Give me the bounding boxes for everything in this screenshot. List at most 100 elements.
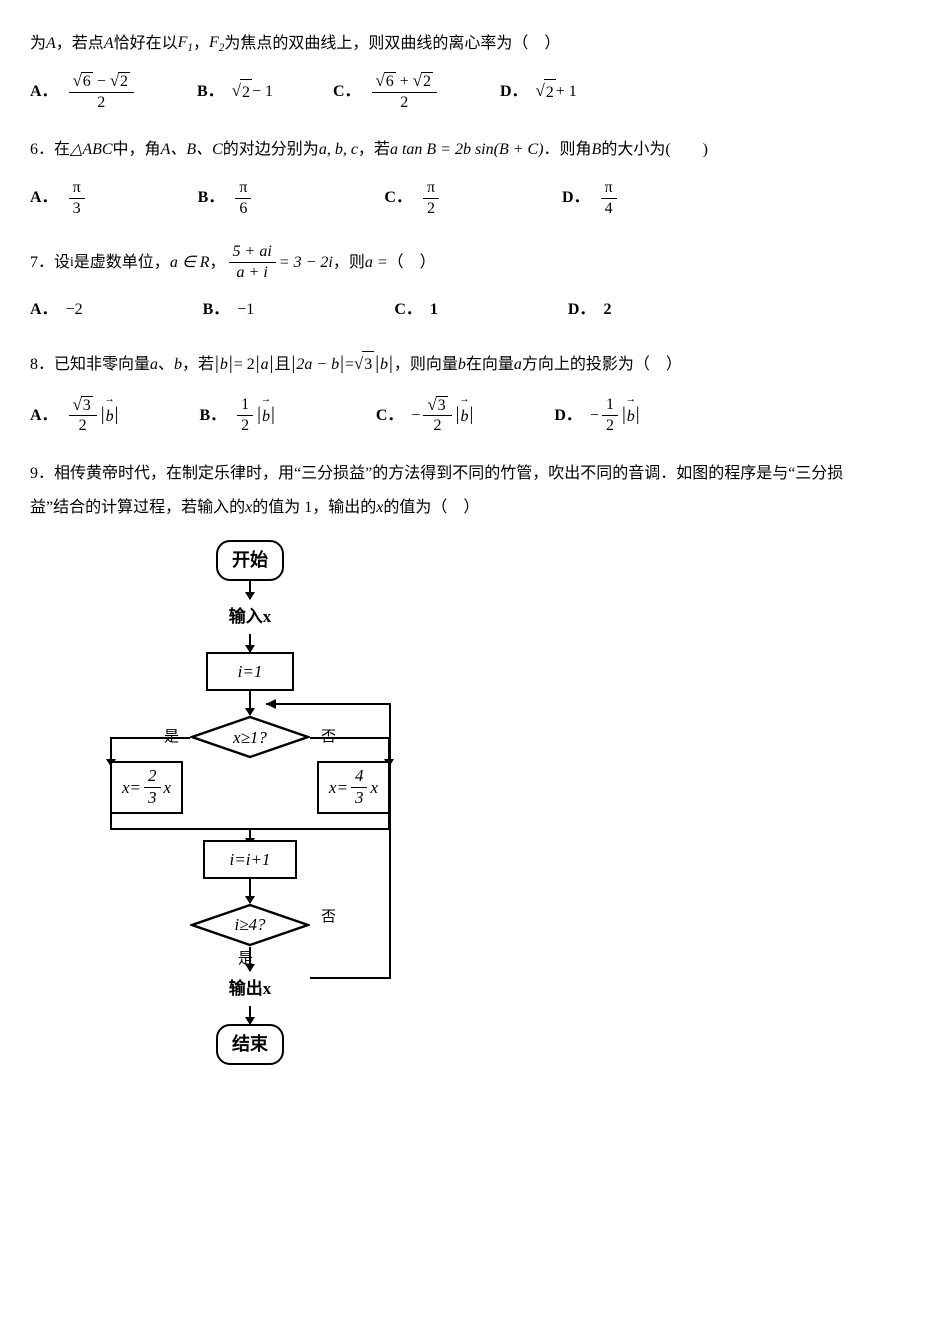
arrow-icon: [249, 581, 251, 599]
label: B．: [199, 403, 226, 429]
var-b: b: [458, 352, 466, 378]
sqrt: √6: [73, 72, 93, 91]
text: 益”结合的计算过程，若输入的: [30, 495, 245, 521]
text: 为焦点的双曲线上，则双曲线的离心率为（ ）: [224, 31, 560, 57]
label: C．: [333, 79, 361, 105]
angles: A、B、C: [161, 137, 223, 163]
option-C: C． π2: [384, 179, 442, 217]
flowchart: 开始 输入x i=1 x≥1? 是 否 x=: [90, 540, 410, 1065]
q7-options: A．−2 B．−1 C．1 D．2: [30, 297, 920, 323]
abs-2a-b: 2a − b: [290, 349, 344, 380]
tail: − 1: [252, 79, 273, 105]
vec: b: [106, 402, 114, 430]
text: 6．在: [30, 137, 70, 163]
q6-stem: 6．在 △ABC 中，角 A、B、C 的对边分别为 a, b, c ，若 a t…: [30, 137, 920, 163]
fraction: 43: [351, 767, 368, 807]
label: B．: [198, 185, 225, 211]
option-D: D． − 12 b: [554, 396, 640, 434]
den: 4: [601, 199, 617, 218]
head: x=: [122, 774, 141, 801]
label: A．: [30, 297, 58, 323]
option-D: D． √2 + 1: [500, 78, 577, 105]
sqrt: √3: [354, 351, 374, 378]
num: √3: [423, 396, 451, 417]
q5-options: A． √6 − √2 2 B． √2 − 1 C． √6 + √2 2 D． √: [30, 72, 920, 111]
fraction: √3 2: [69, 396, 97, 435]
triangle: △ABC: [70, 137, 113, 163]
abs-b: b: [455, 400, 475, 431]
inner: b: [220, 352, 228, 378]
arrow-icon: [249, 691, 251, 715]
line2: 益”结合的计算过程，若输入的 x 的值为 1，输出的 x 的值为（ ）: [30, 495, 920, 521]
rhs: = 3 − 2i: [279, 250, 333, 276]
value: 1: [430, 297, 438, 323]
vec: b: [262, 402, 270, 430]
branch-row: x= 23 x x= 43 x: [110, 761, 390, 813]
head: x=: [329, 774, 348, 801]
var-x: x: [245, 495, 252, 521]
sign: −: [590, 403, 599, 429]
option-C: C． √6 + √2 2: [333, 72, 440, 111]
den: a + i: [233, 263, 272, 282]
text: ，若: [358, 137, 390, 163]
den: 2: [423, 199, 439, 218]
q7-stem: 7．设 i 是虚数单位， a ∈ R ， 5 + ai a + i = 3 − …: [30, 243, 920, 281]
radicand: 2: [118, 72, 130, 91]
numerator: √6 − √2: [69, 72, 134, 93]
vec: b: [461, 402, 469, 430]
q8-stem: 8．已知非零向量 a 、 b ，若 b = 2 a 且 2a − b = √3 …: [30, 349, 920, 380]
sqrt: √6: [376, 72, 396, 91]
sqrt: √2: [110, 72, 130, 91]
sqrt: √2: [536, 78, 556, 105]
option-D: D． π4: [562, 179, 620, 217]
label: C．: [376, 403, 404, 429]
num: 4: [351, 767, 368, 788]
text: ，若点: [56, 31, 104, 57]
q9-stem: 9．相传黄帝时代，在制定乐律时，用“三分损益”的方法得到不同的竹管，吹出不同的音…: [30, 461, 920, 520]
sqrt: √3: [73, 396, 93, 415]
radicand: 3: [362, 351, 374, 378]
fc-decision-1: x≥1? 是 否: [190, 715, 310, 759]
F: F: [209, 34, 219, 51]
radicand: 6: [81, 72, 93, 91]
label: D．: [500, 79, 528, 105]
q5-intro: 为 A ，若点 A 恰好在以 F1 ， F2 为焦点的双曲线上，则双曲线的离心率…: [30, 30, 920, 58]
a-in-R: a ∈ R: [170, 250, 210, 276]
fraction: √3 2: [423, 396, 451, 435]
abs-b: b: [100, 400, 120, 431]
fc-end: 结束: [216, 1024, 284, 1065]
page: 为 A ，若点 A 恰好在以 F1 ， F2 为焦点的双曲线上，则双曲线的离心率…: [0, 0, 950, 1095]
text: ，若: [182, 352, 214, 378]
numerator: √6 + √2: [372, 72, 437, 93]
value: −1: [237, 297, 254, 323]
merge: [110, 814, 390, 840]
no-label: 否: [321, 905, 336, 929]
var-a: a: [150, 352, 158, 378]
option-B: B． √2 − 1: [197, 78, 273, 105]
fraction: 23: [144, 767, 161, 807]
value: 2: [603, 297, 611, 323]
var-A: A: [104, 31, 114, 57]
label: B．: [203, 297, 230, 323]
text: 的对边分别为: [223, 137, 319, 163]
option-B: B． −1: [203, 297, 255, 323]
var-a: a: [514, 352, 522, 378]
var-B: B: [592, 137, 602, 163]
tail: x: [164, 774, 172, 801]
branch-yes: x= 23 x: [110, 761, 183, 813]
arrow-icon: [249, 634, 251, 652]
inner: a: [261, 352, 269, 378]
den: 2: [430, 416, 446, 435]
var-A: A: [46, 31, 56, 57]
fraction: √6 − √2 2: [69, 72, 134, 111]
fc-right-proc: x= 43 x: [317, 761, 390, 813]
num: π: [235, 179, 251, 199]
option-C: C． − √3 2 b: [376, 396, 475, 435]
radicand: 3: [81, 396, 93, 415]
text: 8．已知非零向量: [30, 352, 150, 378]
option-C: C．1: [394, 297, 438, 323]
den: 3: [144, 788, 161, 808]
sqrt: √2: [232, 78, 252, 105]
text: 7．设: [30, 250, 70, 276]
label: i≥4?: [234, 911, 265, 938]
